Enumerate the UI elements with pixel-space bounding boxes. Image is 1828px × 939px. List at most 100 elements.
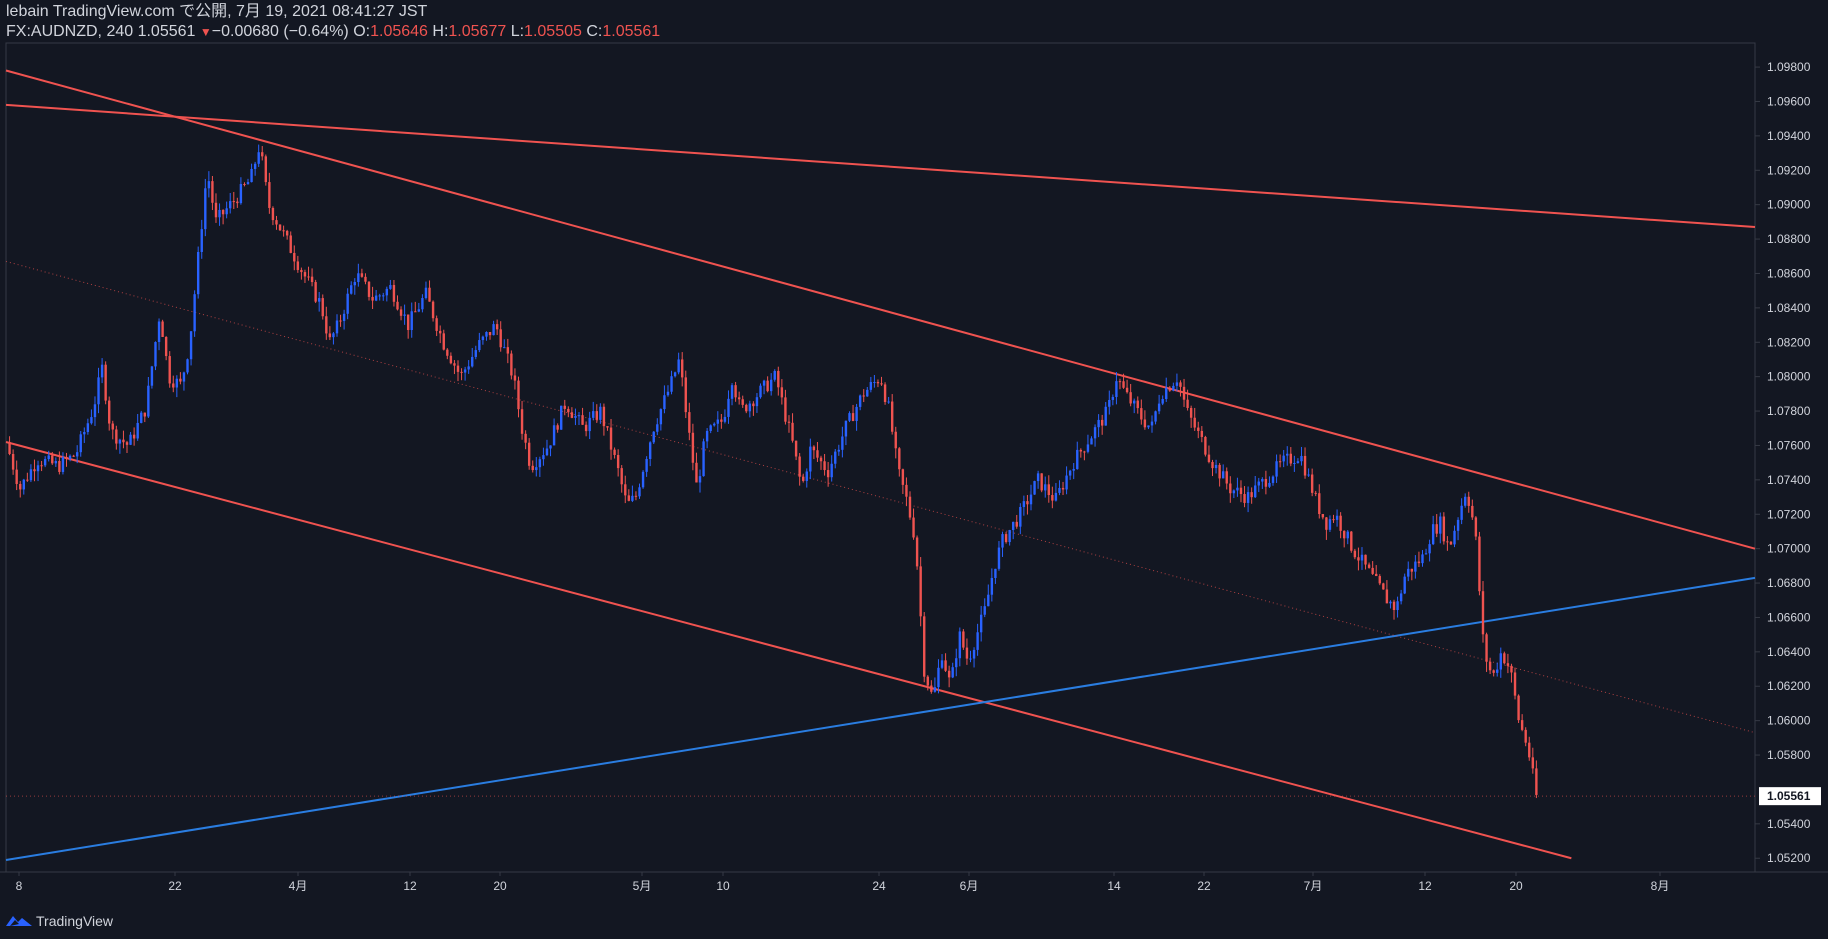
candle-body (11, 453, 15, 470)
y-tick-label: 1.06600 (1767, 610, 1811, 624)
candle-body (182, 372, 186, 382)
candle-body (296, 261, 300, 270)
y-tick-label: 1.08800 (1767, 232, 1811, 246)
candle-body (79, 434, 82, 453)
candle-body (1157, 403, 1161, 412)
x-tick-label: 12 (1418, 879, 1432, 893)
candle-body (919, 566, 922, 617)
candle-body (1492, 670, 1495, 673)
candle-body (1211, 461, 1214, 469)
candle-body (926, 676, 929, 686)
trend-line-2[interactable] (5, 441, 1572, 860)
tradingview-brand[interactable]: TradingView (6, 913, 113, 929)
candle-body (684, 377, 687, 413)
candle-body (659, 409, 663, 425)
candle-body (773, 370, 776, 380)
candle-body (844, 420, 848, 437)
candle-body (549, 445, 552, 449)
candle-body (752, 403, 755, 407)
close-label: C: (586, 23, 603, 40)
y-tick-label: 1.08400 (1767, 301, 1811, 315)
trend-line-3[interactable] (5, 576, 1756, 861)
x-tick-label: 10 (716, 879, 730, 893)
candle-body (663, 395, 666, 410)
candle-body (446, 349, 449, 356)
candle-body (328, 333, 332, 338)
candle-body (1289, 453, 1293, 464)
candle-body (969, 658, 972, 660)
candle-body (1029, 494, 1033, 505)
symbol-label: FX:AUDNZD, 240 1.05561 (6, 23, 196, 40)
candle-body (631, 495, 634, 501)
trend-line-0[interactable] (5, 69, 1756, 550)
candle-body (1371, 567, 1374, 574)
price-chart[interactable]: 1.09800 1.09600 1.09400 1.09200 1.09000 1.088… (0, 0, 1828, 903)
candle-body (61, 457, 65, 472)
candle-body (200, 229, 203, 252)
candle-body (577, 415, 581, 417)
trend-line-4[interactable] (5, 260, 1756, 734)
candle-body (595, 411, 598, 420)
candle-body (239, 184, 243, 204)
candle-body (168, 356, 171, 384)
candle-body (570, 412, 574, 418)
candle-body (1528, 742, 1531, 758)
candle-body (1061, 487, 1065, 490)
candle-body (1278, 461, 1282, 463)
candle-body (681, 359, 684, 378)
candle-body (314, 282, 317, 302)
candle-body (673, 372, 677, 377)
candle-body (43, 459, 47, 466)
candle-body (1421, 554, 1424, 564)
y-tick-label: 1.09600 (1767, 94, 1811, 108)
y-tick-label: 1.06000 (1767, 714, 1811, 728)
candle-body (456, 365, 460, 372)
candle-body (1357, 557, 1360, 561)
candle-body (1019, 506, 1022, 527)
candle-body (609, 427, 613, 450)
candle-body (1239, 487, 1243, 495)
candle-body (958, 631, 962, 659)
candle-body (1040, 473, 1043, 491)
candle-body (147, 385, 150, 417)
candle-body (22, 479, 25, 490)
candle-body (613, 449, 616, 455)
candle-body (826, 470, 830, 478)
candle-body (1314, 492, 1317, 494)
candle-body (606, 426, 609, 428)
candle-body (264, 156, 268, 183)
candle-body (1033, 481, 1036, 495)
candle-body (1076, 449, 1079, 470)
candle-body (1424, 553, 1428, 555)
candle-body (1506, 663, 1510, 666)
candle-body (357, 273, 360, 283)
y-tick-label: 1.09400 (1767, 129, 1811, 143)
publisher-line: lebain TradingView.com で公開, 7月 19, 2021 … (6, 3, 428, 20)
candle-body (545, 448, 549, 456)
candle-body (862, 395, 865, 397)
candle-body (471, 356, 474, 367)
candle-body (720, 419, 723, 422)
y-tick-label: 1.08000 (1767, 370, 1811, 384)
candle-body (1350, 531, 1353, 551)
candle-body (1058, 487, 1061, 493)
x-tick-label: 14 (1107, 879, 1121, 893)
candle-body (1335, 515, 1339, 520)
candle-body (1093, 427, 1097, 439)
candle-body (229, 201, 232, 209)
candle-body (371, 296, 374, 301)
candle-body (734, 385, 737, 398)
trend-line-1[interactable] (5, 103, 1756, 229)
candle-body (506, 347, 510, 354)
candle-body (65, 457, 68, 459)
candle-body (268, 182, 271, 208)
candle-body (1531, 757, 1535, 769)
candle-body (157, 321, 161, 343)
candle-body (1474, 517, 1478, 537)
candle-body (246, 182, 250, 185)
candle-body (1129, 392, 1132, 404)
candle-body (588, 417, 591, 432)
high-label: H: (432, 23, 449, 40)
candle-body (592, 411, 595, 418)
last-price-label: 1.05561 (1767, 789, 1811, 803)
